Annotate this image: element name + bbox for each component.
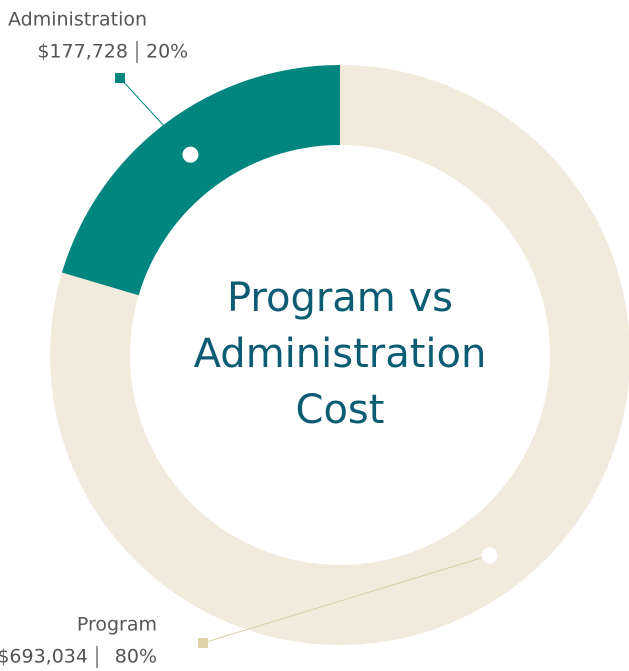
chart-title: Program vs Administration Cost bbox=[193, 275, 487, 433]
value-label: $177,728 bbox=[37, 41, 128, 63]
legend-marker bbox=[115, 73, 125, 83]
category-label: Program bbox=[77, 614, 157, 636]
leader-line bbox=[119, 77, 191, 155]
segment-dot bbox=[481, 547, 498, 564]
percent-label: 20% bbox=[146, 41, 188, 63]
legend-marker bbox=[198, 638, 208, 648]
donut-segment bbox=[61, 65, 341, 296]
segment-dot bbox=[182, 146, 199, 163]
percent-label: 80% bbox=[115, 646, 157, 668]
value-label: $693,034 bbox=[0, 646, 88, 668]
category-label: Administration bbox=[8, 9, 147, 31]
leader-line bbox=[202, 554, 490, 644]
